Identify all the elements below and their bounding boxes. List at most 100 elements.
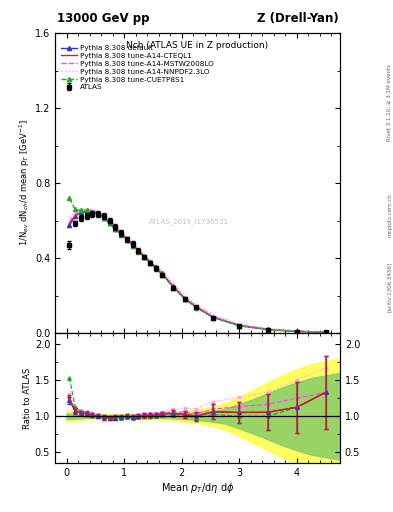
Pythia 8.308 default xyxy=(153,264,158,270)
Pythia 8.308 tune-A14-CTEQL1 xyxy=(125,236,129,242)
Text: Z (Drell-Yan): Z (Drell-Yan) xyxy=(257,12,339,25)
Pythia 8.308 tune-A14-CTEQL1 xyxy=(107,220,112,226)
Pythia 8.308 default xyxy=(113,226,118,232)
Line: Pythia 8.308 tune-A14-NNPDF2.3LO: Pythia 8.308 tune-A14-NNPDF2.3LO xyxy=(70,208,325,332)
Line: Pythia 8.308 default: Pythia 8.308 default xyxy=(67,210,328,334)
Pythia 8.308 tune-A14-CTEQL1 xyxy=(79,209,83,215)
Pythia 8.308 tune-A14-NNPDF2.3LO xyxy=(136,246,141,252)
Pythia 8.308 tune-A14-NNPDF2.3LO xyxy=(194,301,198,307)
Pythia 8.308 tune-A14-CTEQL1 xyxy=(323,329,328,335)
Pythia 8.308 default xyxy=(237,323,242,329)
Pythia 8.308 tune-A14-MSTW2008LO xyxy=(182,294,187,301)
Pythia 8.308 tune-A14-CTEQL1 xyxy=(211,314,216,320)
Pythia 8.308 tune-A14-MSTW2008LO xyxy=(73,211,77,217)
Pythia 8.308 tune-A14-NNPDF2.3LO xyxy=(148,257,152,263)
Pythia 8.308 default xyxy=(90,209,95,215)
X-axis label: Mean $p_T$/d$\eta$ d$\phi$: Mean $p_T$/d$\eta$ d$\phi$ xyxy=(161,481,234,495)
Pythia 8.308 tune-CUETP8S1 xyxy=(79,207,83,214)
Pythia 8.308 tune-A14-MSTW2008LO xyxy=(96,209,101,215)
Pythia 8.308 tune-A14-NNPDF2.3LO xyxy=(101,212,106,218)
Pythia 8.308 tune-A14-CTEQL1 xyxy=(266,327,270,333)
Pythia 8.308 tune-A14-CTEQL1 xyxy=(67,220,72,226)
Pythia 8.308 tune-CUETP8S1 xyxy=(96,211,101,217)
Pythia 8.308 tune-CUETP8S1 xyxy=(101,215,106,221)
Pythia 8.308 default xyxy=(84,209,89,215)
Pythia 8.308 tune-A14-NNPDF2.3LO xyxy=(323,329,328,335)
Pythia 8.308 tune-A14-NNPDF2.3LO xyxy=(237,321,242,327)
Pythia 8.308 tune-A14-MSTW2008LO xyxy=(136,247,141,253)
Pythia 8.308 tune-A14-NNPDF2.3LO xyxy=(84,205,89,211)
Pythia 8.308 tune-A14-MSTW2008LO xyxy=(148,258,152,264)
Pythia 8.308 tune-A14-NNPDF2.3LO xyxy=(159,268,164,274)
Pythia 8.308 tune-A14-MSTW2008LO xyxy=(101,213,106,219)
Pythia 8.308 tune-A14-NNPDF2.3LO xyxy=(73,208,77,215)
Pythia 8.308 tune-A14-CTEQL1 xyxy=(237,323,242,329)
Line: Pythia 8.308 tune-A14-MSTW2008LO: Pythia 8.308 tune-A14-MSTW2008LO xyxy=(70,209,325,332)
Pythia 8.308 tune-CUETP8S1 xyxy=(171,284,175,290)
Pythia 8.308 default xyxy=(211,314,216,320)
Pythia 8.308 default xyxy=(136,247,141,253)
Pythia 8.308 tune-A14-CTEQL1 xyxy=(130,242,135,248)
Pythia 8.308 tune-CUETP8S1 xyxy=(84,207,89,214)
Pythia 8.308 tune-A14-CTEQL1 xyxy=(142,253,147,259)
Pythia 8.308 tune-A14-MSTW2008LO xyxy=(90,207,95,214)
Pythia 8.308 default xyxy=(159,270,164,276)
Pythia 8.308 default xyxy=(107,220,112,226)
Pythia 8.308 tune-CUETP8S1 xyxy=(125,237,129,243)
Y-axis label: Ratio to ATLAS: Ratio to ATLAS xyxy=(23,368,32,429)
Pythia 8.308 tune-A14-MSTW2008LO xyxy=(211,313,216,319)
Pythia 8.308 default xyxy=(182,295,187,302)
Pythia 8.308 tune-A14-CTEQL1 xyxy=(153,264,158,270)
Pythia 8.308 tune-A14-MSTW2008LO xyxy=(125,236,129,242)
Pythia 8.308 tune-A14-NNPDF2.3LO xyxy=(142,251,147,258)
Text: Rivet 3.1.10; ≥ 3.1M events: Rivet 3.1.10; ≥ 3.1M events xyxy=(387,64,392,141)
Pythia 8.308 tune-CUETP8S1 xyxy=(142,254,147,260)
Pythia 8.308 tune-A14-MSTW2008LO xyxy=(67,219,72,225)
Pythia 8.308 tune-A14-MSTW2008LO xyxy=(130,241,135,247)
Pythia 8.308 default xyxy=(323,329,328,335)
Pythia 8.308 tune-CUETP8S1 xyxy=(113,226,118,232)
Pythia 8.308 tune-A14-NNPDF2.3LO xyxy=(182,292,187,298)
Pythia 8.308 tune-A14-NNPDF2.3LO xyxy=(96,208,101,215)
Pythia 8.308 tune-A14-MSTW2008LO xyxy=(119,230,123,236)
Pythia 8.308 tune-A14-NNPDF2.3LO xyxy=(113,223,118,229)
Pythia 8.308 tune-A14-CTEQL1 xyxy=(73,213,77,219)
Pythia 8.308 tune-CUETP8S1 xyxy=(130,243,135,249)
Text: Nch (ATLAS UE in Z production): Nch (ATLAS UE in Z production) xyxy=(127,41,268,50)
Pythia 8.308 tune-CUETP8S1 xyxy=(323,329,328,335)
Text: [arXiv:1306.3436]: [arXiv:1306.3436] xyxy=(387,262,392,312)
Pythia 8.308 tune-A14-CTEQL1 xyxy=(96,211,101,217)
Pythia 8.308 tune-A14-MSTW2008LO xyxy=(107,219,112,225)
Pythia 8.308 default xyxy=(119,231,123,237)
Pythia 8.308 tune-A14-NNPDF2.3LO xyxy=(266,326,270,332)
Pythia 8.308 tune-A14-MSTW2008LO xyxy=(79,207,83,214)
Pythia 8.308 default xyxy=(73,213,77,219)
Text: 13000 GeV pp: 13000 GeV pp xyxy=(57,12,149,25)
Pythia 8.308 tune-A14-NNPDF2.3LO xyxy=(130,240,135,246)
Pythia 8.308 tune-A14-NNPDF2.3LO xyxy=(67,215,72,221)
Pythia 8.308 default xyxy=(79,209,83,215)
Pythia 8.308 default xyxy=(171,283,175,289)
Pythia 8.308 tune-A14-MSTW2008LO xyxy=(159,269,164,275)
Pythia 8.308 tune-A14-CTEQL1 xyxy=(101,215,106,221)
Pythia 8.308 tune-CUETP8S1 xyxy=(237,323,242,329)
Pythia 8.308 tune-CUETP8S1 xyxy=(73,206,77,212)
Pythia 8.308 tune-A14-NNPDF2.3LO xyxy=(119,229,123,235)
Text: mcplots.cern.ch: mcplots.cern.ch xyxy=(387,193,392,237)
Pythia 8.308 tune-A14-NNPDF2.3LO xyxy=(153,263,158,269)
Pythia 8.308 tune-CUETP8S1 xyxy=(182,295,187,302)
Pythia 8.308 tune-A14-CTEQL1 xyxy=(113,226,118,232)
Y-axis label: 1/N$_{ev}$ dN$_{ch}$/d mean p$_T$ [GeV$^{-1}$]: 1/N$_{ev}$ dN$_{ch}$/d mean p$_T$ [GeV$^… xyxy=(18,120,32,246)
Pythia 8.308 tune-A14-NNPDF2.3LO xyxy=(294,328,299,334)
Pythia 8.308 tune-A14-MSTW2008LO xyxy=(194,303,198,309)
Pythia 8.308 tune-CUETP8S1 xyxy=(148,260,152,266)
Pythia 8.308 default xyxy=(130,242,135,248)
Line: Pythia 8.308 tune-A14-CTEQL1: Pythia 8.308 tune-A14-CTEQL1 xyxy=(70,211,325,332)
Pythia 8.308 tune-CUETP8S1 xyxy=(194,305,198,311)
Pythia 8.308 default xyxy=(125,236,129,242)
Pythia 8.308 tune-A14-NNPDF2.3LO xyxy=(79,205,83,211)
Pythia 8.308 default xyxy=(96,211,101,217)
Pythia 8.308 tune-A14-NNPDF2.3LO xyxy=(107,218,112,224)
Pythia 8.308 default xyxy=(294,328,299,334)
Pythia 8.308 tune-A14-NNPDF2.3LO xyxy=(211,312,216,318)
